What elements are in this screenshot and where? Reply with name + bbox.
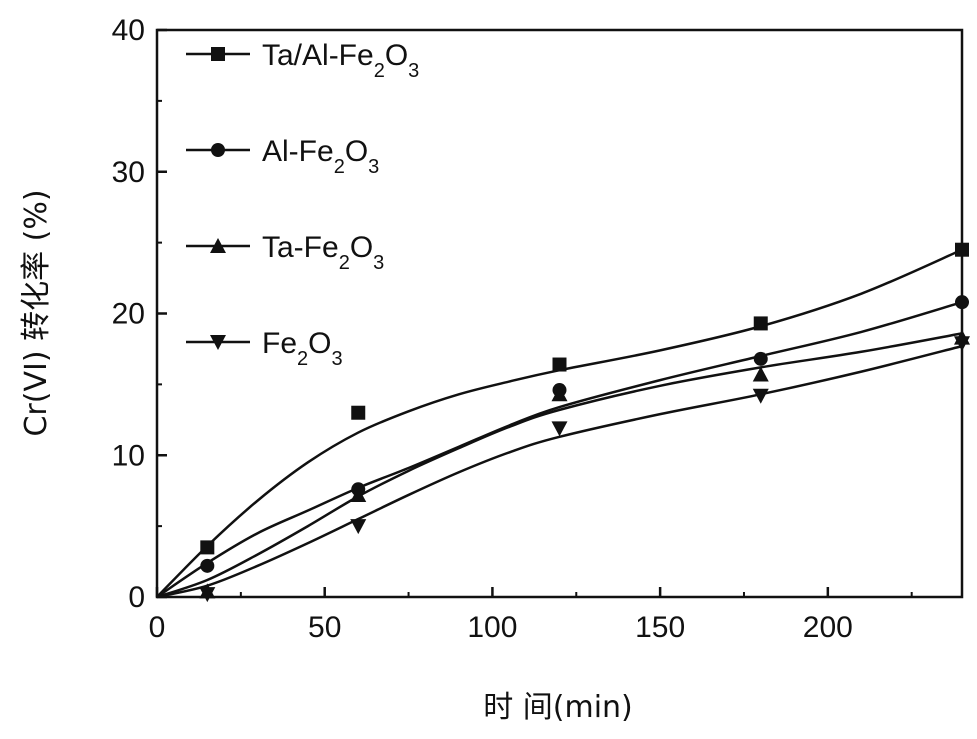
legend-label-part: 2 <box>334 156 345 178</box>
data-point <box>200 540 215 555</box>
plot-border <box>155 28 964 599</box>
axis-ticks: 0 50 100 150 200 0 10 20 30 40 <box>112 14 913 644</box>
legend-label-part: O <box>350 231 373 264</box>
y-tick-label: 0 <box>128 581 145 614</box>
data-point <box>551 421 568 437</box>
x-axis-title: 时 间(min) <box>483 690 633 725</box>
data-point <box>954 336 970 352</box>
legend-label-part: O <box>345 135 368 168</box>
legend-label: Ta-Fe2O3 <box>262 231 384 274</box>
data-point <box>752 388 769 404</box>
legend-label-part: O <box>385 39 408 72</box>
legend-marker <box>211 47 225 61</box>
legend-label-part: 3 <box>408 60 419 82</box>
data-point <box>552 357 567 372</box>
y-tick-label: 10 <box>112 439 145 472</box>
y-axis-title: Cr(VI) 转化率 (%) <box>19 189 54 436</box>
data-point <box>753 351 768 366</box>
series-line <box>156 344 963 599</box>
y-tick-label: 30 <box>112 156 145 189</box>
legend-label-part: 3 <box>373 252 384 274</box>
x-tick-label: 150 <box>635 611 685 644</box>
data-point <box>350 519 367 535</box>
y-tick-label: 40 <box>112 14 145 47</box>
series-line <box>156 248 963 598</box>
legend-marker <box>211 143 225 157</box>
data-point <box>350 486 367 502</box>
legend-label-part: 2 <box>297 348 308 370</box>
legend-label-part: 3 <box>331 348 342 370</box>
x-tick-label: 200 <box>803 611 853 644</box>
legend-label-part: Al-Fe <box>262 135 334 168</box>
legend-marker <box>210 238 226 253</box>
x-tick-label: 100 <box>467 611 517 644</box>
legend-label-part: Ta/Al-Fe <box>262 39 374 72</box>
legend-marker <box>210 335 226 350</box>
x-tick-label: 50 <box>308 611 341 644</box>
x-tick-label: 0 <box>149 611 166 644</box>
data-markers <box>199 242 970 603</box>
data-point <box>955 242 969 257</box>
data-point <box>199 587 216 603</box>
y-tick-label: 20 <box>112 298 145 331</box>
data-point <box>955 295 969 310</box>
legend-label-part: 2 <box>339 252 350 274</box>
data-point <box>753 316 768 331</box>
data-point <box>200 558 215 573</box>
legend-label-part: 2 <box>374 60 385 82</box>
data-point <box>752 366 769 382</box>
fit-curves <box>156 248 963 599</box>
data-point <box>351 405 366 420</box>
data-point <box>551 386 568 402</box>
series-line <box>156 332 963 599</box>
plot-frame <box>155 28 964 599</box>
legend-label: Al-Fe2O3 <box>262 135 379 178</box>
legend-label: Ta/Al-Fe2O3 <box>262 39 419 82</box>
legend-label: Fe2O3 <box>262 327 343 370</box>
legend-label-part: Fe <box>262 327 297 360</box>
legend-label-part: 3 <box>368 156 379 178</box>
legend-label-part: Ta-Fe <box>262 231 339 264</box>
legend-label-part: O <box>308 327 331 360</box>
